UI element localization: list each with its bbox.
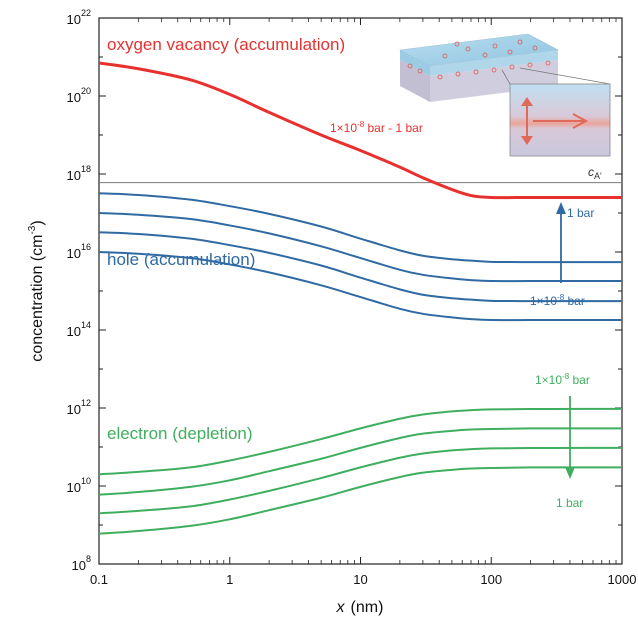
hole-series-line-2 — [99, 212, 622, 283]
x-tick-label: 100 — [480, 572, 502, 587]
electron-pressure-top: 1×10-8 bar — [535, 372, 590, 387]
x-tick-label: 1000 — [608, 572, 637, 587]
electron-series-line-8 — [99, 466, 622, 535]
film-inset-illustration — [399, 33, 611, 157]
x-tick-label: 1 — [226, 572, 233, 587]
oxygen-vacancy-series-line-0 — [99, 61, 622, 200]
hole-label: hole (accumulation) — [107, 250, 255, 269]
hole-series-line-3 — [99, 231, 622, 303]
y-tick-label: 1012 — [67, 398, 91, 417]
hole-series-line-4 — [99, 251, 622, 322]
x-axis-title: x (nm) — [336, 599, 384, 616]
hole-series-line-1 — [99, 192, 622, 264]
y-tick-label: 1016 — [67, 242, 91, 261]
y-tick-label: 1020 — [67, 86, 91, 105]
y-tick-label: 1014 — [67, 320, 91, 339]
hole-arrow-head — [556, 202, 566, 214]
vacancy-pressure-range: 1×10-8 bar - 1 bar — [330, 120, 423, 135]
electron-series-line-7 — [99, 446, 622, 515]
y-tick-label: 1010 — [67, 476, 91, 495]
hole-pressure-top: 1 bar — [567, 206, 594, 220]
x-tick-label: 10 — [353, 572, 367, 587]
axis-tick-labels: 0.1 1 10 100 1000 108 1010 1012 1014 1016 1018 1020… — [67, 8, 637, 587]
reference-line-label: cA' — [588, 165, 602, 181]
series-layer — [99, 61, 622, 535]
electron-pressure-bottom: 1 bar — [556, 496, 583, 510]
axis-ticks — [98, 17, 623, 565]
y-tick-label: 1022 — [67, 8, 91, 27]
x-tick-label: 0.1 — [90, 572, 108, 587]
oxygen-vacancy-label: oxygen vacancy (accumulation) — [107, 35, 345, 54]
y-axis-title: concentration (cm-3) — [27, 220, 46, 361]
electron-series-line-6 — [99, 427, 622, 496]
hole-pressure-bottom: 1×10-8 bar — [530, 293, 585, 308]
electron-label: electron (depletion) — [107, 424, 253, 443]
electron-arrow-head — [565, 467, 575, 479]
y-tick-label: 1018 — [67, 164, 91, 183]
electron-series-line-5 — [99, 407, 622, 476]
y-tick-label: 108 — [72, 554, 91, 573]
